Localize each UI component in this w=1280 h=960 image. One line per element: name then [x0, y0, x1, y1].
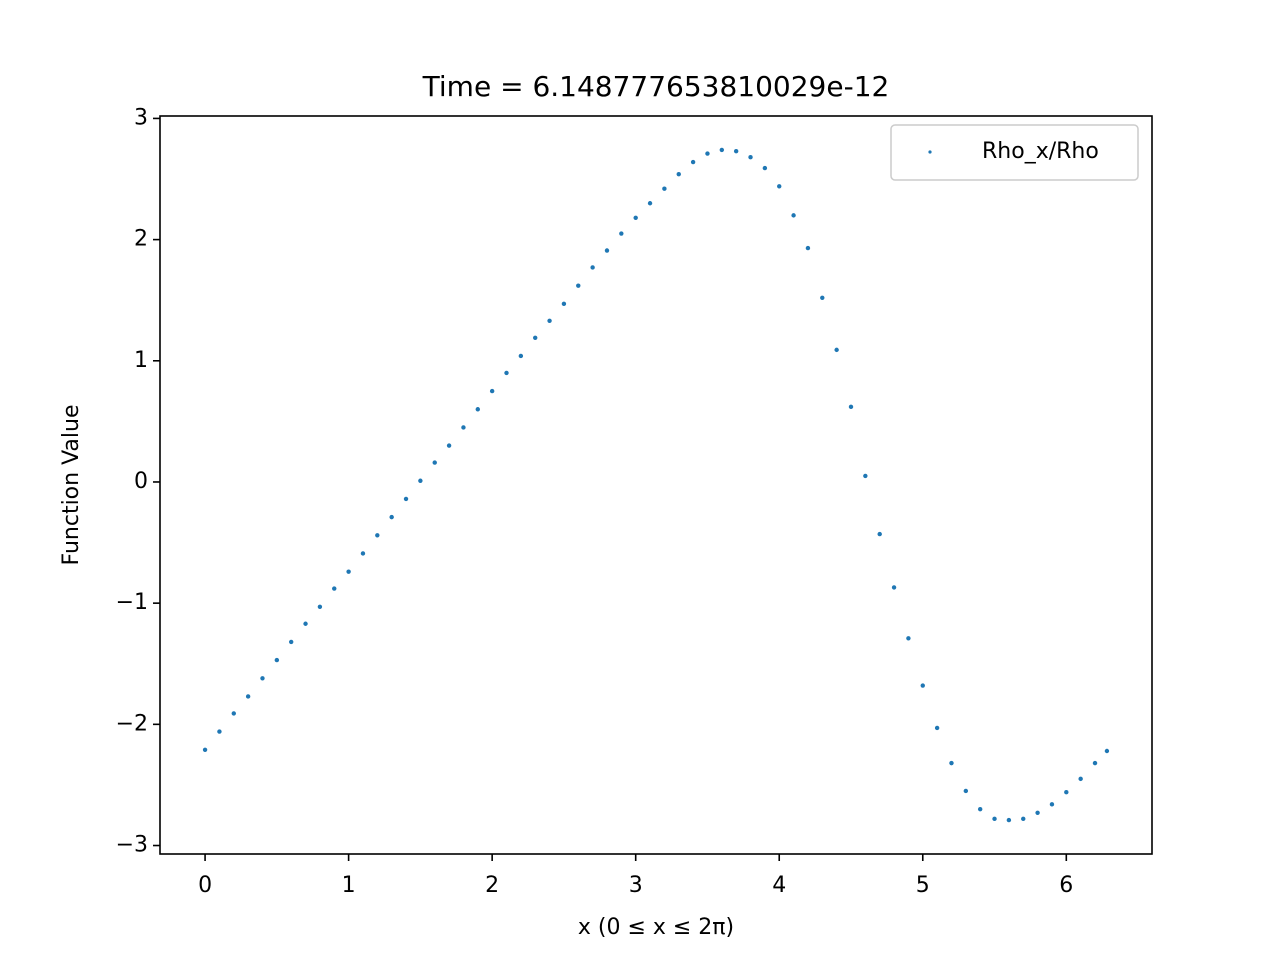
x-tick-label: 0	[198, 873, 212, 898]
x-axis-label: x (0 ≤ x ≤ 2π)	[578, 915, 734, 940]
y-tick-label: −1	[116, 590, 148, 615]
point	[690, 159, 696, 165]
y-tick-label: −2	[116, 711, 148, 736]
point	[719, 147, 725, 153]
point	[375, 533, 380, 538]
x-tick-label: 5	[916, 873, 930, 898]
point	[461, 425, 466, 430]
point	[389, 514, 394, 520]
point	[863, 473, 868, 479]
point	[561, 301, 567, 307]
x-tick-label: 4	[772, 873, 786, 898]
point	[403, 496, 409, 502]
point	[1049, 802, 1055, 807]
point	[920, 683, 925, 688]
point	[676, 171, 681, 177]
point	[733, 148, 739, 154]
point	[1035, 810, 1040, 815]
legend-box	[890, 124, 1139, 181]
chart-title: Time = 6.148777653810029e-12	[422, 70, 890, 103]
point	[949, 760, 954, 766]
point	[533, 335, 538, 340]
point	[1064, 789, 1069, 795]
y-tick-label: −3	[116, 833, 148, 858]
point	[848, 404, 854, 410]
point	[288, 639, 294, 645]
x-tick-label: 1	[342, 873, 356, 898]
x-tick-label: 2	[485, 873, 499, 898]
point	[834, 347, 839, 353]
plot-frame	[159, 115, 1153, 855]
point	[647, 201, 653, 206]
point	[662, 186, 667, 191]
point	[202, 747, 208, 752]
point	[231, 711, 236, 716]
point	[1006, 817, 1012, 823]
point	[475, 407, 480, 412]
point	[906, 636, 911, 641]
point	[1104, 748, 1110, 754]
point	[518, 353, 524, 359]
point	[1092, 760, 1098, 766]
point	[619, 231, 624, 236]
point	[633, 215, 638, 220]
point	[274, 657, 280, 663]
x-tick-label: 6	[1059, 873, 1073, 898]
point	[590, 265, 595, 270]
point	[217, 729, 222, 734]
point	[604, 248, 610, 253]
point	[891, 585, 897, 590]
point	[489, 388, 495, 394]
point	[446, 443, 452, 448]
point	[762, 165, 768, 171]
point	[346, 569, 351, 574]
point	[418, 478, 423, 483]
point	[576, 283, 581, 288]
point	[877, 531, 882, 537]
point	[705, 151, 710, 156]
y-tick-label: 3	[134, 105, 148, 130]
point	[977, 806, 983, 812]
point	[748, 155, 753, 160]
point	[432, 460, 437, 465]
point	[820, 295, 825, 300]
point	[791, 213, 796, 218]
point	[777, 184, 782, 189]
point	[245, 694, 251, 699]
point	[303, 621, 308, 626]
point	[547, 318, 552, 323]
x-tick-label: 3	[629, 873, 643, 898]
point	[805, 245, 811, 251]
legend-label: Rho_x/Rho	[982, 139, 1099, 164]
point	[260, 676, 265, 681]
point	[992, 816, 997, 822]
point	[504, 370, 509, 376]
point	[332, 586, 337, 591]
point	[317, 604, 323, 609]
point	[1021, 816, 1026, 822]
point	[934, 725, 940, 731]
y-tick-label: 1	[134, 348, 148, 373]
point	[1078, 776, 1083, 782]
point	[963, 788, 969, 794]
y-tick-label: 2	[134, 227, 148, 252]
y-axis-label: Function Value	[59, 405, 84, 566]
legend-marker	[928, 150, 932, 154]
y-tick-label: 0	[134, 469, 148, 494]
point	[360, 551, 366, 556]
